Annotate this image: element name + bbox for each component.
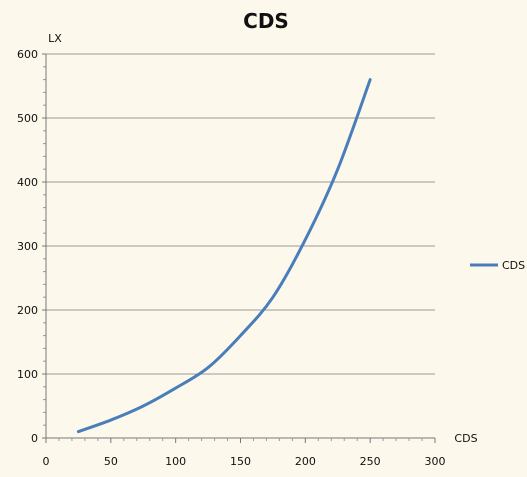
x-tick-label: 100 (165, 455, 186, 468)
x-tick-label: 250 (360, 455, 381, 468)
axes: 0 100 200 300 400 500 600 0 50 100 150 200 250 300 (17, 48, 446, 468)
x-tick-label: 300 (425, 455, 446, 468)
x-tick-label: 200 (295, 455, 316, 468)
y-tick-label: 100 (17, 368, 38, 381)
gridlines (46, 53, 435, 439)
x-axis-title: CDS (454, 432, 477, 445)
y-tick-label: 0 (31, 432, 38, 445)
legend-label: CDS (502, 259, 525, 272)
chart-title: CDS (243, 9, 289, 33)
series-line-cds (76, 78, 372, 434)
x-tick-label: 150 (230, 455, 251, 468)
legend: CDS (470, 259, 525, 272)
y-tick-label: 600 (17, 48, 38, 61)
series-layer (76, 78, 372, 434)
y-tick-label: 300 (17, 240, 38, 253)
x-tick-label: 0 (43, 455, 50, 468)
y-tick-label: 400 (17, 176, 38, 189)
y-tick-label: 500 (17, 112, 38, 125)
y-tick-label: 200 (17, 304, 38, 317)
x-tick-label: 50 (104, 455, 118, 468)
y-axis-title: LX (48, 32, 62, 45)
